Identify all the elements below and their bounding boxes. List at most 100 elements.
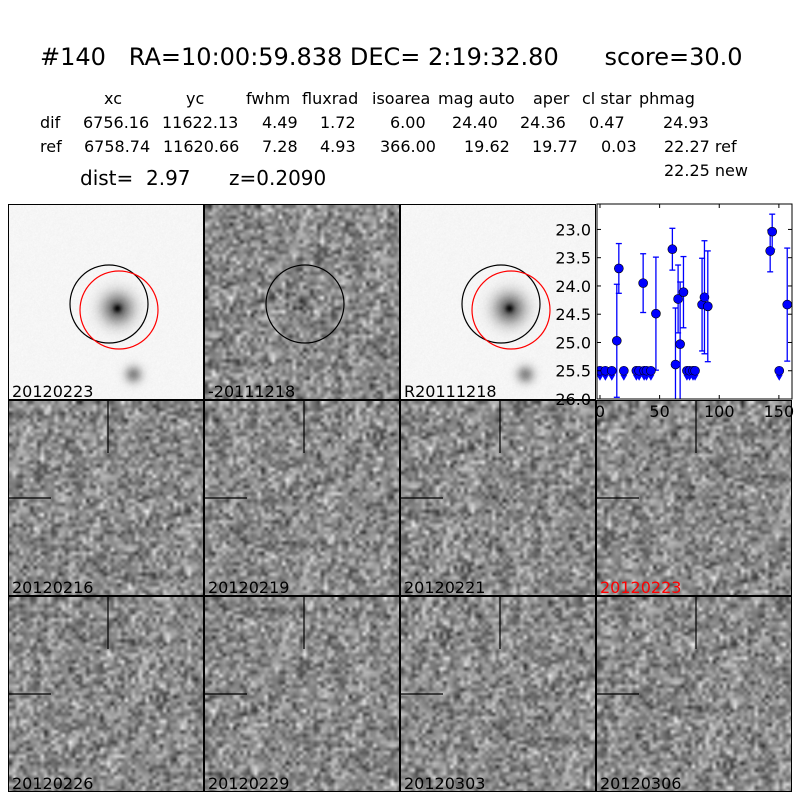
cell: 22.27 ref bbox=[664, 137, 737, 156]
detection-point bbox=[611, 335, 622, 346]
upper-limit-arrow bbox=[642, 374, 650, 381]
cell: 4.93 bbox=[320, 137, 356, 156]
upper-limit-arrow bbox=[647, 374, 655, 381]
stamp-overlay bbox=[461, 264, 551, 350]
stamp-date-label: 20120223 bbox=[12, 382, 94, 400]
image-stamp-noise: 20120229 bbox=[204, 596, 400, 792]
col-header-isoarea: isoarea bbox=[372, 89, 431, 108]
stamp-date-label: 20120223 bbox=[600, 578, 682, 596]
stamp-date-label: 20120226 bbox=[12, 774, 94, 792]
detection-point bbox=[765, 246, 775, 256]
redshift-value: z=0.2090 bbox=[229, 166, 327, 190]
cell: 24.36 bbox=[520, 113, 566, 132]
stamp-date-label: 20120303 bbox=[404, 774, 486, 792]
col-header-fwhm: fwhm bbox=[246, 89, 291, 108]
upper-limit-point bbox=[690, 365, 700, 376]
stamp-overlay bbox=[205, 597, 305, 695]
stamp-overlay bbox=[265, 264, 345, 344]
red-aperture-circle bbox=[471, 270, 551, 350]
detection-point bbox=[667, 244, 678, 255]
stamp-image bbox=[205, 205, 399, 399]
image-stamp-diff: -20111218 bbox=[204, 204, 400, 400]
col-header-yc: yc bbox=[186, 89, 205, 108]
detection-point bbox=[767, 226, 778, 237]
x-tick-label: 0 bbox=[595, 402, 605, 421]
upper-limit-arrow bbox=[620, 374, 628, 381]
y-tick-label: 24.5 bbox=[555, 305, 591, 324]
stamp-date-label: 20120229 bbox=[208, 774, 290, 792]
y-tick-label: 24.0 bbox=[555, 277, 591, 296]
col-header-phmag: phmag bbox=[639, 89, 695, 108]
stamp-overlay bbox=[401, 597, 501, 695]
upper-limit-arrow bbox=[597, 374, 604, 381]
cell: 4.49 bbox=[262, 113, 298, 132]
upper-limit-arrow bbox=[601, 374, 609, 381]
upper-limit-point bbox=[774, 365, 785, 376]
image-stamp-galaxy: R20111218 bbox=[400, 204, 596, 400]
image-stamp-noise: 20120221 bbox=[400, 400, 596, 596]
distance-value: dist= 2.97 bbox=[80, 166, 191, 190]
stamp-date-label: 20120221 bbox=[404, 578, 486, 596]
candidate-title: #140 RA=10:00:59.838 DEC= 2:19:32.80 sco… bbox=[40, 43, 743, 71]
stamp-date-label: -20111218 bbox=[208, 382, 296, 400]
stamp-overlay bbox=[9, 401, 109, 499]
stamp-date-label: 20120219 bbox=[208, 578, 290, 596]
detection-point bbox=[702, 301, 713, 312]
cell: 0.03 bbox=[601, 137, 637, 156]
red-aperture-circle bbox=[79, 270, 159, 350]
black-aperture-circle bbox=[265, 264, 345, 344]
image-stamp-galaxy: 20120223 bbox=[8, 204, 204, 400]
cell: 366.00 bbox=[380, 137, 436, 156]
stamp-overlay bbox=[69, 264, 159, 350]
black-aperture-circle bbox=[461, 264, 541, 344]
stamp-overlay bbox=[9, 597, 109, 695]
col-header-cl-star: cl star bbox=[582, 89, 632, 108]
phmag-new: 22.25 new bbox=[664, 161, 748, 180]
plot-area bbox=[597, 213, 792, 399]
upper-limit-point bbox=[606, 365, 617, 376]
x-tick-label: 100 bbox=[704, 402, 735, 421]
upper-limit-arrow bbox=[635, 374, 643, 381]
cell: 1.72 bbox=[320, 113, 356, 132]
cell: 24.93 bbox=[663, 113, 709, 132]
cell: 19.62 bbox=[464, 137, 510, 156]
y-tick-label: 25.5 bbox=[555, 362, 591, 381]
image-stamp-noise: 20120306 bbox=[596, 596, 792, 792]
col-header-fluxrad: fluxrad bbox=[302, 89, 359, 108]
x-tick-label: 150 bbox=[764, 402, 795, 421]
y-tick-label: 26.0 bbox=[555, 390, 591, 409]
stamp-date-label: R20111218 bbox=[404, 382, 497, 400]
image-stamp-noise: 20120219 bbox=[204, 400, 400, 596]
detection-point bbox=[675, 339, 685, 349]
plot-frame bbox=[596, 203, 793, 400]
row-label-dif: dif bbox=[40, 113, 61, 132]
image-stamp-noise: 20120223 bbox=[596, 400, 792, 596]
cell: 24.40 bbox=[452, 113, 498, 132]
col-header-aper: aper bbox=[533, 89, 570, 108]
black-aperture-circle bbox=[69, 264, 149, 344]
cell: 7.28 bbox=[262, 137, 298, 156]
stamp-image bbox=[401, 205, 595, 399]
image-stamp-noise: 20120216 bbox=[8, 400, 204, 596]
y-tick-label: 23.0 bbox=[555, 220, 591, 239]
cell: 6756.16 bbox=[83, 113, 150, 132]
detection-point bbox=[699, 292, 710, 303]
cell: 0.47 bbox=[589, 113, 625, 132]
image-stamp-noise: 20120226 bbox=[8, 596, 204, 792]
cell: 11622.13 bbox=[162, 113, 239, 132]
detection-point bbox=[638, 278, 648, 288]
cell: 6758.74 bbox=[84, 137, 151, 156]
y-tick-label: 23.5 bbox=[555, 249, 591, 268]
stamp-overlay bbox=[205, 401, 305, 499]
cell: 19.77 bbox=[532, 137, 578, 156]
upper-limit-point bbox=[646, 365, 656, 376]
y-tick-label: 25.0 bbox=[555, 333, 591, 352]
cell: 6.00 bbox=[390, 113, 426, 132]
upper-limit-arrow bbox=[691, 374, 699, 381]
stamp-date-label: 20120306 bbox=[600, 774, 682, 792]
x-tick-label: 50 bbox=[649, 402, 669, 421]
image-stamp-noise: 20120303 bbox=[400, 596, 596, 792]
upper-limit-arrow bbox=[775, 374, 783, 381]
stamp-overlay bbox=[597, 597, 697, 695]
